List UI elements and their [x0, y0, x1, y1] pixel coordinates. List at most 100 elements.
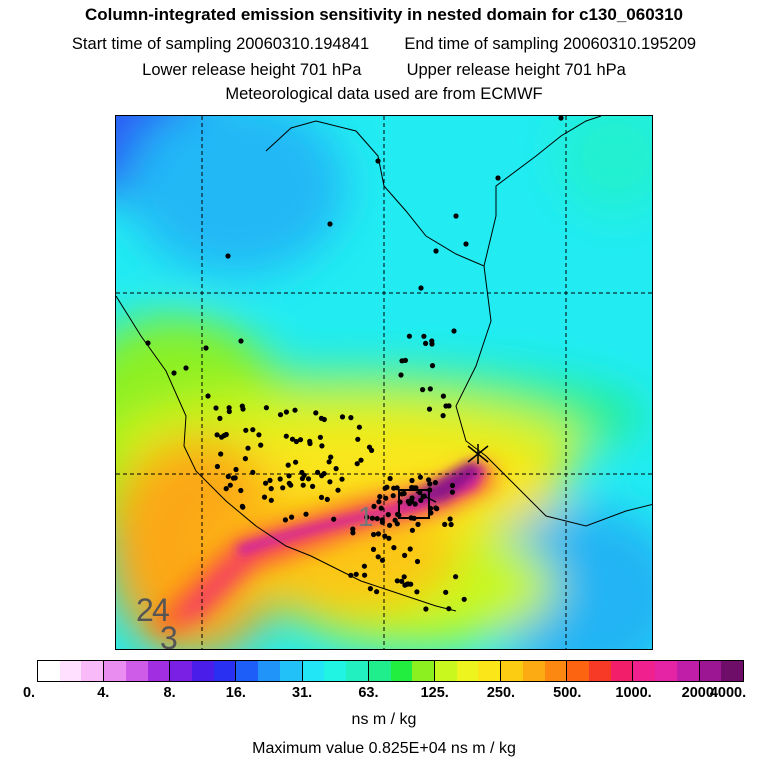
trajectory-point: [267, 477, 273, 483]
trajectory-point: [378, 505, 384, 511]
trajectory-point: [327, 479, 333, 485]
trajectory-point: [374, 516, 380, 522]
trajectory-point: [402, 552, 408, 558]
trajectory-point: [268, 497, 274, 503]
colorbar-tick-label: 250.: [486, 685, 516, 701]
colorbar-segment: [59, 661, 82, 681]
trajectory-point: [305, 476, 312, 482]
trajectory-point: [218, 451, 224, 457]
trajectory-point: [213, 405, 219, 411]
trajectory-point: [350, 526, 356, 532]
trajectory-point: [217, 415, 223, 421]
release-heights: Lower release height 701 hPa Upper relea…: [0, 61, 768, 80]
trajectory-point: [418, 497, 424, 503]
trajectory-point: [433, 248, 439, 254]
trajectory-point: [382, 533, 388, 539]
trajectory-point: [245, 445, 251, 451]
colorbar-tick-label: 16.: [225, 685, 246, 701]
trajectory-point: [293, 459, 299, 465]
trajectory-point: [391, 485, 397, 491]
trajectory-point: [282, 517, 288, 523]
trajectory-point: [375, 158, 381, 164]
colorbar-segment: [588, 661, 611, 681]
trajectory-point: [242, 456, 248, 462]
trajectory-point: [398, 372, 404, 378]
trajectory-point: [293, 438, 299, 445]
trajectory-point: [387, 522, 393, 528]
colorbar-segment: [279, 661, 303, 681]
trajectory-point: [335, 487, 341, 493]
trajectory-point: [387, 475, 393, 482]
trajectory-point: [407, 546, 413, 552]
trajectory-point: [331, 516, 337, 522]
colorbar-segment: [434, 661, 457, 681]
trajectory-point: [401, 574, 407, 580]
colorbar-segment: [38, 661, 60, 681]
colorbar-segment: [192, 661, 214, 681]
trajectory-point: [289, 514, 295, 520]
colorbar-tick-label: 4000.: [709, 685, 747, 701]
trajectory-point: [319, 443, 325, 449]
trajectory-point: [417, 489, 423, 496]
trajectory-point: [317, 434, 323, 440]
trajectory-point: [429, 338, 435, 344]
colorbar-segment: [544, 661, 568, 681]
upper-height-label: Upper release height: [406, 61, 560, 79]
trajectory-point: [301, 472, 307, 478]
trajectory-point: [261, 494, 268, 500]
start-time-label: Start time of sampling: [71, 35, 232, 53]
trajectory-point: [226, 408, 232, 415]
trajectory-point: [448, 521, 454, 528]
sampling-times: Start time of sampling 20060310.194841 E…: [0, 35, 768, 54]
trajectory-point: [427, 386, 433, 392]
trajectory-point: [391, 545, 397, 551]
trajectory-point: [394, 578, 400, 584]
trajectory-point: [558, 116, 564, 121]
trajectory-point: [432, 480, 438, 486]
trajectory-point: [238, 338, 244, 344]
colorbar-segment: [368, 661, 391, 681]
colorbar-tick-label: 0.: [22, 685, 36, 701]
colorbar-segment: [412, 661, 435, 681]
trajectory-point: [283, 409, 289, 415]
trajectory-point: [350, 530, 356, 536]
colorbar-segment: [676, 661, 700, 681]
map-label-2: 2: [136, 592, 154, 628]
trajectory-point: [239, 403, 245, 409]
colorbar-segment: [213, 661, 237, 681]
trajectory-point: [288, 482, 294, 488]
trajectory-point: [423, 340, 429, 346]
trajectory-point: [280, 485, 286, 491]
map-label-1: 1: [358, 501, 374, 532]
trajectory-point: [339, 476, 345, 482]
trajectory-point: [463, 241, 469, 247]
trajectory-point: [348, 572, 354, 578]
trajectory-point: [427, 481, 433, 487]
trajectory-point: [371, 531, 377, 538]
trajectory-point: [404, 581, 410, 587]
colorbar-segment: [655, 661, 677, 681]
trajectory-point: [250, 427, 256, 433]
trajectory-point: [399, 578, 405, 584]
trajectory-point: [327, 221, 333, 227]
trajectory-point: [313, 410, 319, 416]
trajectory-point: [421, 333, 427, 339]
trajectory-point: [377, 494, 383, 500]
trajectory-point: [289, 436, 296, 442]
trajectory-point: [395, 511, 401, 517]
trajectory-point: [277, 476, 283, 482]
trajectory-point: [399, 358, 405, 364]
trajectory-point: [203, 345, 209, 351]
trajectory-point: [417, 474, 423, 480]
colorbar-segment: [567, 661, 589, 681]
trajectory-point: [461, 596, 467, 602]
trajectory-point: [324, 496, 330, 502]
trajectory-point: [250, 469, 256, 475]
colorbar-segment: [501, 661, 523, 681]
lower-height-value: 701 hPa: [299, 61, 362, 79]
trajectory-point: [356, 424, 362, 430]
trajectory-point: [364, 514, 370, 520]
trajectory-point: [440, 393, 446, 399]
trajectory-point: [353, 571, 359, 577]
trajectory-point: [226, 405, 232, 411]
